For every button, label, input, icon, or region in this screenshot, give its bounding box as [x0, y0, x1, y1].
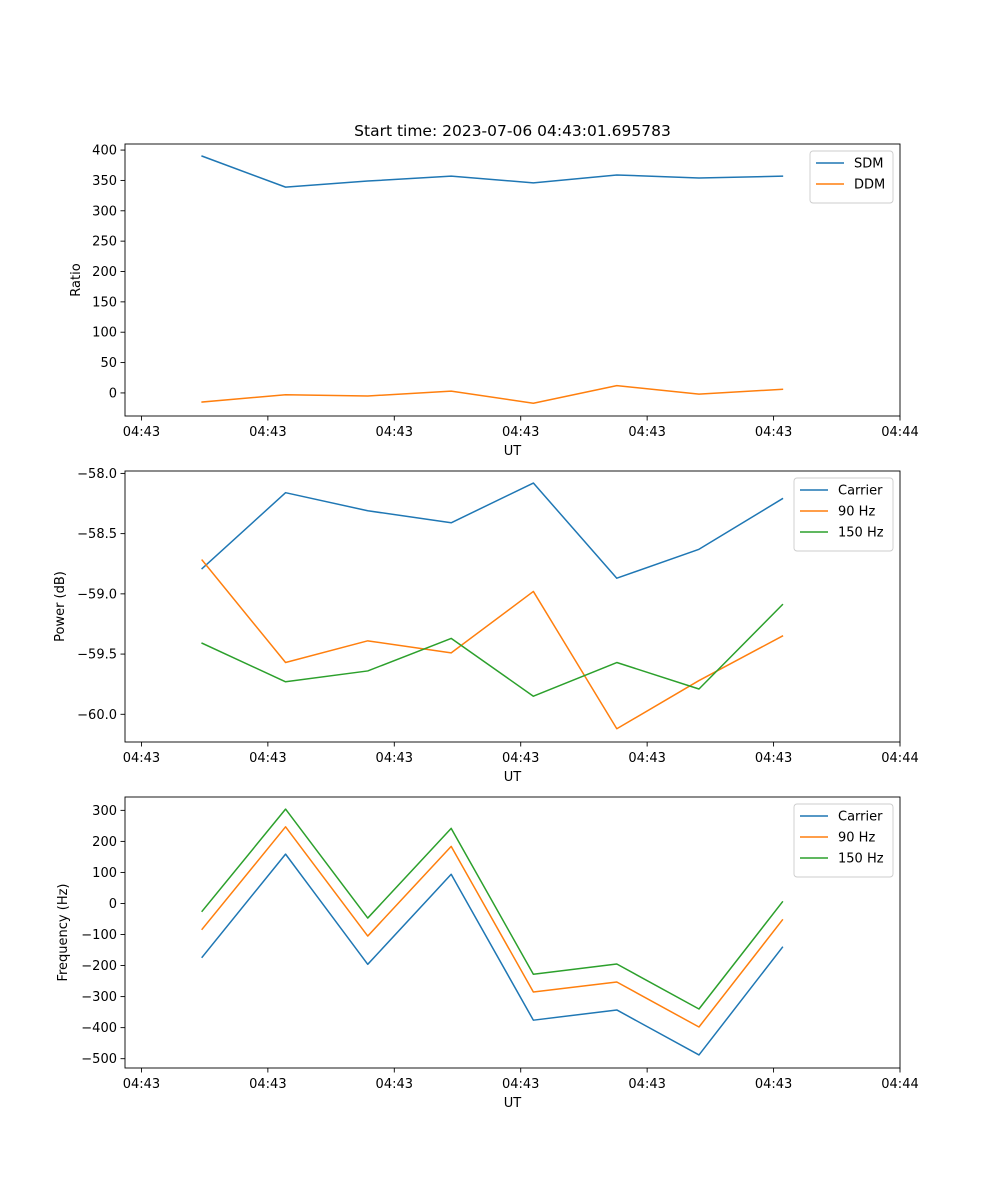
series-line-150-hz: [201, 603, 784, 697]
legend-label: 90 Hz: [838, 831, 875, 846]
x-tick-label: 04:43: [502, 425, 539, 440]
x-tick-label: 04:43: [249, 425, 286, 440]
x-tick-label: 04:43: [376, 751, 413, 766]
y-tick-label: 150: [92, 295, 117, 310]
x-tick-label: 04:44: [881, 425, 918, 440]
panel-3: 04:43 04:43 04:43 04:43 04:43 04:43 04:44 UT −50…: [56, 796, 919, 1111]
x-tick-label: 04:43: [628, 1077, 665, 1092]
series-line-carrier: [201, 482, 784, 579]
legend-box: [809, 150, 894, 204]
y-tick-label: 300: [92, 204, 117, 219]
x-tick-label: 04:43: [628, 425, 665, 440]
x-tick-label: 04:43: [755, 751, 792, 766]
x-tick-label: 04:43: [249, 751, 286, 766]
series-line-150-hz: [201, 808, 784, 1010]
y-tick-label: 400: [92, 144, 117, 159]
y-tick-label: −200: [81, 959, 117, 974]
x-tick-label: 04:43: [502, 1077, 539, 1092]
series-line-sdm: [201, 155, 784, 188]
legend-label: DDM: [854, 178, 885, 193]
legend-label: 90 Hz: [838, 505, 875, 520]
x-axis-label: UT: [504, 444, 522, 459]
y-tick-label: −100: [81, 928, 117, 943]
legend: SDM DDM: [809, 150, 894, 204]
x-tick-label: 04:44: [881, 751, 918, 766]
y-tick-label: −58.0: [77, 467, 117, 482]
y-tick-label: 200: [92, 835, 117, 850]
legend: Carrier 90 Hz 150 Hz: [793, 477, 894, 552]
x-tick-label: 04:43: [502, 751, 539, 766]
y-tick-label: 300: [92, 804, 117, 819]
legend-label: 150 Hz: [838, 852, 884, 867]
y-tick-label: −59.5: [77, 648, 117, 663]
axes-frame: [124, 470, 901, 743]
figure-title: Start time: 2023-07-06 04:43:01.695783: [354, 122, 671, 140]
series-line-90-hz: [201, 826, 784, 1028]
y-tick-label: 50: [100, 356, 117, 371]
series-line-90-hz: [201, 559, 784, 730]
x-axis-label: UT: [504, 770, 522, 785]
x-tick-label: 04:44: [881, 1077, 918, 1092]
y-tick-label: −59.0: [77, 587, 117, 602]
y-tick-label: −60.0: [77, 708, 117, 723]
x-tick-label: 04:43: [123, 1077, 160, 1092]
legend-label: 150 Hz: [838, 526, 884, 541]
y-tick-label: −400: [81, 1021, 117, 1036]
y-tick-label: 250: [92, 235, 117, 250]
x-axis-label: UT: [504, 1096, 522, 1111]
axes-frame: [124, 143, 901, 417]
y-tick-label: 0: [109, 386, 117, 401]
y-tick-label: −300: [81, 990, 117, 1005]
x-tick-label: 04:43: [755, 1077, 792, 1092]
y-axis-label: Power (dB): [53, 571, 68, 642]
y-tick-label: 200: [92, 265, 117, 280]
x-tick-label: 04:43: [123, 425, 160, 440]
x-tick-label: 04:43: [628, 751, 665, 766]
y-tick-label: 100: [92, 866, 117, 881]
y-tick-label: 100: [92, 326, 117, 341]
legend-label: Carrier: [838, 810, 883, 825]
y-tick-label: −500: [81, 1052, 117, 1067]
y-axis-label: Frequency (Hz): [56, 883, 71, 981]
x-tick-label: 04:43: [249, 1077, 286, 1092]
y-tick-label: 350: [92, 174, 117, 189]
y-tick-label: −58.5: [77, 527, 117, 542]
legend-label: SDM: [854, 157, 883, 172]
x-tick-label: 04:43: [123, 751, 160, 766]
legend-label: Carrier: [838, 484, 883, 499]
y-axis-label: Ratio: [69, 263, 84, 296]
x-tick-label: 04:43: [755, 425, 792, 440]
axes-frame: [124, 796, 901, 1069]
panel-1: 04:43 04:43 04:43 04:43 04:43 04:43 04:44 UT 0 50…: [69, 143, 919, 459]
series-line-ddm: [201, 384, 784, 404]
x-tick-label: 04:43: [376, 425, 413, 440]
series-line-carrier: [201, 853, 784, 1056]
x-tick-label: 04:43: [376, 1077, 413, 1092]
y-tick-label: 0: [109, 897, 117, 912]
legend: Carrier 90 Hz 150 Hz: [793, 803, 894, 878]
panel-2: 04:43 04:43 04:43 04:43 04:43 04:43 04:44 UT −60…: [53, 467, 919, 785]
